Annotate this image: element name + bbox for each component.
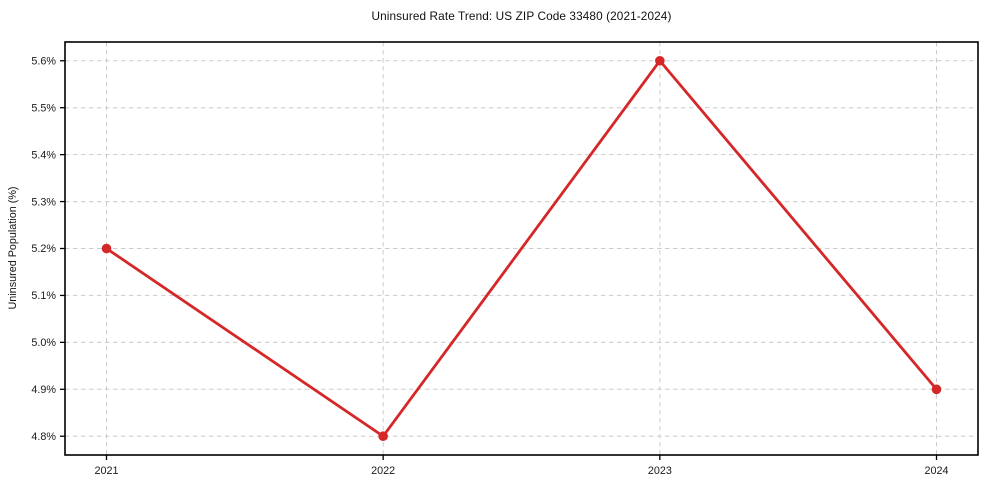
data-point-marker [655,55,665,66]
y-tick-label: 5.4% [31,149,56,161]
chart-title: Uninsured Rate Trend: US ZIP Code 33480 … [371,9,672,23]
y-tick-label: 5.6% [31,55,56,67]
y-tick-label: 4.9% [31,384,56,396]
x-tick-label: 2022 [371,465,395,477]
y-tick-label: 5.2% [31,243,56,255]
y-tick-label: 5.5% [31,102,56,114]
x-tick-label: 2024 [924,465,948,477]
y-tick-label: 5.3% [31,196,56,208]
data-point-marker [101,243,112,254]
y-tick-label: 5.0% [31,337,56,349]
x-tick-label: 2023 [648,465,672,477]
trend-line [105,59,938,438]
y-tick-label: 4.8% [31,431,56,443]
y-tick-label: 5.1% [31,290,56,302]
data-point-marker [378,431,388,442]
x-tick-label: 2021 [94,465,118,477]
data-point-marker [931,384,942,395]
